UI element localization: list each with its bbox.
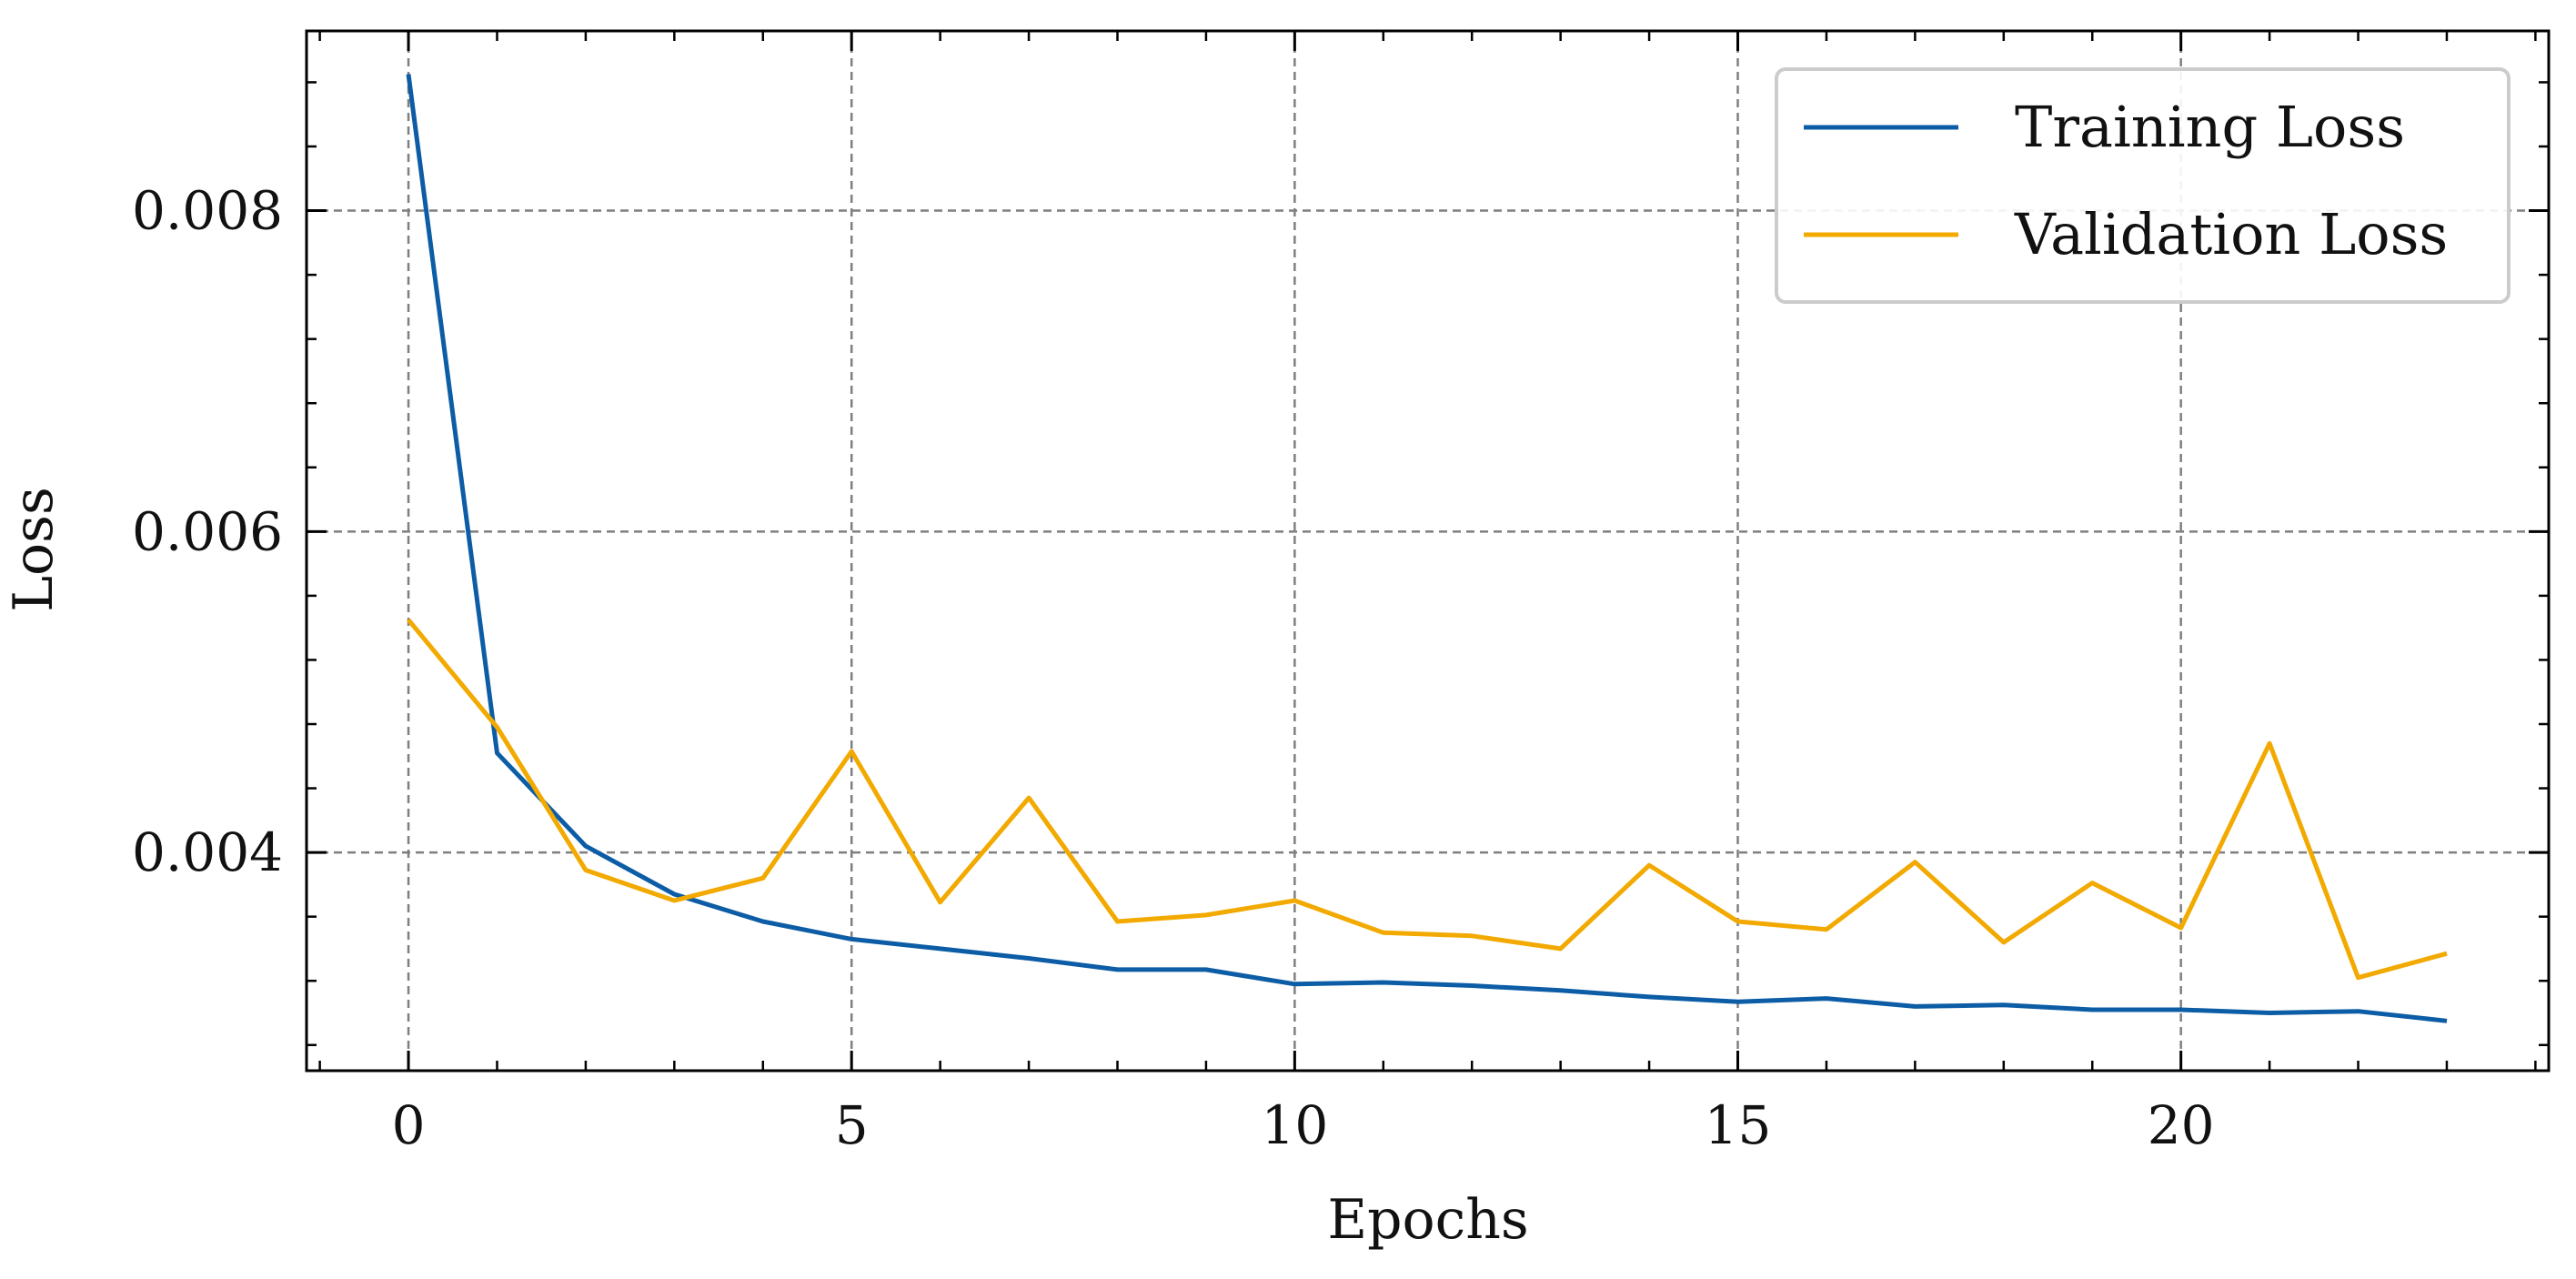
y-axis-label: Loss	[2, 487, 65, 612]
x-tick-label-2: 10	[1261, 1094, 1328, 1156]
legend-label-training-loss: Training Loss	[2015, 94, 2405, 160]
series-line-training-loss	[406, 74, 2448, 1023]
x-tick-label-1: 5	[835, 1094, 869, 1156]
plot-frame	[305, 29, 2551, 1073]
y-tick-label-0: 0.004	[132, 821, 283, 883]
x-tick-label-0: 0	[392, 1094, 426, 1156]
x-tick-label-3: 15	[1705, 1094, 1772, 1156]
legend-box	[1775, 67, 2511, 304]
axes-layer: 0 5 10 15 20 0.004 0.006 0.008	[132, 29, 2551, 1156]
series-line-validation-loss	[407, 618, 2448, 981]
x-tick-label-4: 20	[2148, 1094, 2215, 1156]
series-layer	[406, 74, 2448, 1023]
y-tick-label-2: 0.008	[132, 180, 283, 242]
grid-layer	[307, 31, 2549, 1071]
legend-label-validation-loss: Validation Loss	[2014, 201, 2448, 267]
legend-layer: Training Loss Validation Loss	[1775, 67, 2511, 304]
x-axis-label: Epochs	[1327, 1188, 1528, 1252]
y-tick-label-1: 0.006	[132, 500, 283, 562]
